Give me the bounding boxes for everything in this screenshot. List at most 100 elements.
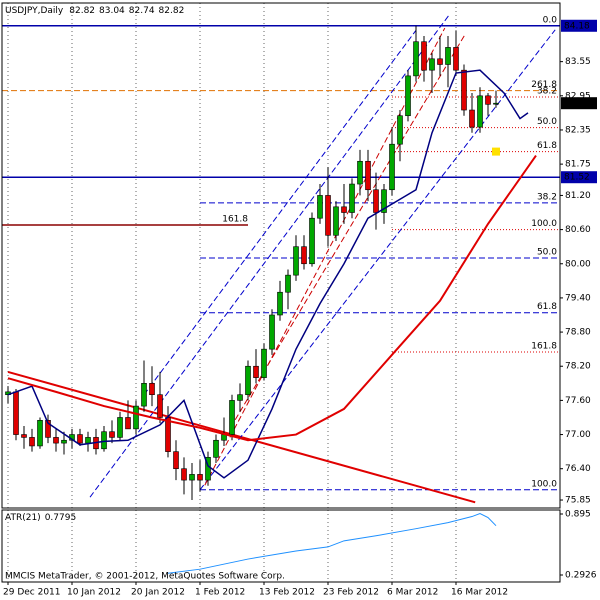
candle-body bbox=[149, 383, 155, 396]
y-tick-label: 0.895 bbox=[565, 510, 591, 520]
candle-body bbox=[389, 143, 395, 191]
atr-header: ATR(21) 0.7795 bbox=[5, 513, 76, 523]
candle-body bbox=[357, 160, 363, 185]
candle-body bbox=[405, 75, 411, 117]
candle-body bbox=[245, 365, 251, 396]
header: USDJPY,Daily 82.82 83.04 82.74 82.82 bbox=[5, 6, 184, 16]
candle-body bbox=[117, 417, 123, 438]
candle-body bbox=[13, 391, 19, 435]
close-value: 82.82 bbox=[159, 6, 185, 16]
candle-body bbox=[229, 400, 235, 435]
x-tick-label: 16 Mar 2012 bbox=[451, 588, 508, 598]
candle-body bbox=[421, 41, 427, 71]
y-tick-label: 80.60 bbox=[565, 225, 591, 235]
atr-panel bbox=[7, 510, 497, 582]
candle-body bbox=[213, 439, 219, 458]
candle-body bbox=[469, 109, 475, 128]
candle-body bbox=[437, 58, 443, 65]
y-tick-label: 82.35 bbox=[565, 125, 591, 135]
candle-body bbox=[429, 58, 435, 71]
level-label: 61.8 bbox=[537, 302, 557, 312]
x-tick-label: 23 Feb 2012 bbox=[323, 588, 379, 598]
candle-body bbox=[165, 417, 171, 452]
candle-body bbox=[397, 115, 403, 145]
atr-value: 0.7795 bbox=[45, 513, 77, 523]
candle-body bbox=[277, 291, 283, 316]
candle-body bbox=[477, 95, 483, 128]
candle-body bbox=[45, 420, 51, 438]
candle-body bbox=[29, 437, 35, 447]
candle-body bbox=[461, 69, 467, 111]
main-frame bbox=[1, 2, 561, 509]
y-tick-label: 83.55 bbox=[565, 57, 591, 67]
candle-body bbox=[181, 468, 187, 481]
y-tick-label: 77.00 bbox=[565, 430, 591, 440]
price-tag bbox=[561, 171, 597, 184]
price-tag bbox=[561, 19, 597, 32]
y-tick-label: 81.20 bbox=[565, 191, 591, 201]
trendline bbox=[204, 27, 446, 486]
level-label: 38.2 bbox=[537, 192, 557, 202]
candle-body bbox=[285, 274, 291, 293]
x-tick-label: 6 Mar 2012 bbox=[387, 588, 438, 598]
candle-body bbox=[373, 189, 379, 213]
candle-body bbox=[269, 314, 275, 350]
y-tick-label: 76.40 bbox=[565, 464, 591, 474]
candle-body bbox=[453, 47, 459, 71]
y-tick-label: 81.75 bbox=[565, 160, 591, 170]
candle-body bbox=[309, 217, 315, 265]
candle-body bbox=[77, 434, 83, 444]
price-tag-label: 84.18 bbox=[564, 21, 590, 31]
level-label: 0.0 bbox=[543, 15, 558, 25]
candle-body bbox=[53, 437, 59, 444]
y-tick-label: 80.00 bbox=[565, 259, 591, 269]
candle-body bbox=[21, 434, 27, 438]
candle-body bbox=[413, 41, 419, 77]
candle-body bbox=[365, 160, 371, 191]
y-tick-label: 77.60 bbox=[565, 396, 591, 406]
candle-body bbox=[485, 95, 491, 105]
candle-body bbox=[293, 246, 299, 276]
candle-body bbox=[317, 195, 323, 219]
candle-body bbox=[189, 474, 195, 481]
y-tick-label: 75.85 bbox=[565, 496, 591, 506]
high-value: 83.04 bbox=[99, 6, 125, 16]
atr-frame bbox=[1, 509, 561, 583]
price-tag-label: 81.52 bbox=[564, 173, 590, 183]
atr-title: ATR(21) bbox=[5, 513, 41, 523]
candle-body bbox=[141, 383, 147, 407]
level-label: 100.0 bbox=[531, 219, 557, 229]
candle-body bbox=[301, 246, 307, 265]
level-label: 100.0 bbox=[531, 479, 557, 489]
candle-body bbox=[173, 451, 179, 470]
x-tick-label: 10 Jan 2012 bbox=[67, 588, 121, 598]
y-tick-label: 78.20 bbox=[565, 362, 591, 372]
candle-body bbox=[349, 183, 355, 213]
candle-body bbox=[85, 437, 91, 444]
candle-body bbox=[237, 394, 243, 401]
candle-body bbox=[333, 206, 339, 236]
x-tick-label: 29 Dec 2011 bbox=[3, 588, 61, 598]
x-tick-label: 1 Feb 2012 bbox=[195, 588, 245, 598]
trendline bbox=[234, 34, 466, 421]
candle-body bbox=[381, 189, 387, 213]
low-value: 82.74 bbox=[129, 6, 155, 16]
candle-body bbox=[197, 474, 203, 481]
marker bbox=[492, 147, 500, 156]
candle-body bbox=[253, 365, 259, 378]
candle-body bbox=[157, 394, 163, 418]
symbol-title: USDJPY,Daily bbox=[5, 6, 64, 16]
candle-body bbox=[205, 457, 211, 481]
y-tick-label: 79.40 bbox=[565, 293, 591, 303]
level-label: 161.8 bbox=[222, 215, 248, 225]
price-tag bbox=[561, 97, 597, 110]
y-tick-label: 0.2926 bbox=[565, 571, 597, 581]
trendline bbox=[7, 370, 476, 504]
level-label: 38.2 bbox=[537, 86, 557, 96]
level-label: 50.0 bbox=[537, 117, 557, 127]
trendline bbox=[199, 29, 556, 491]
